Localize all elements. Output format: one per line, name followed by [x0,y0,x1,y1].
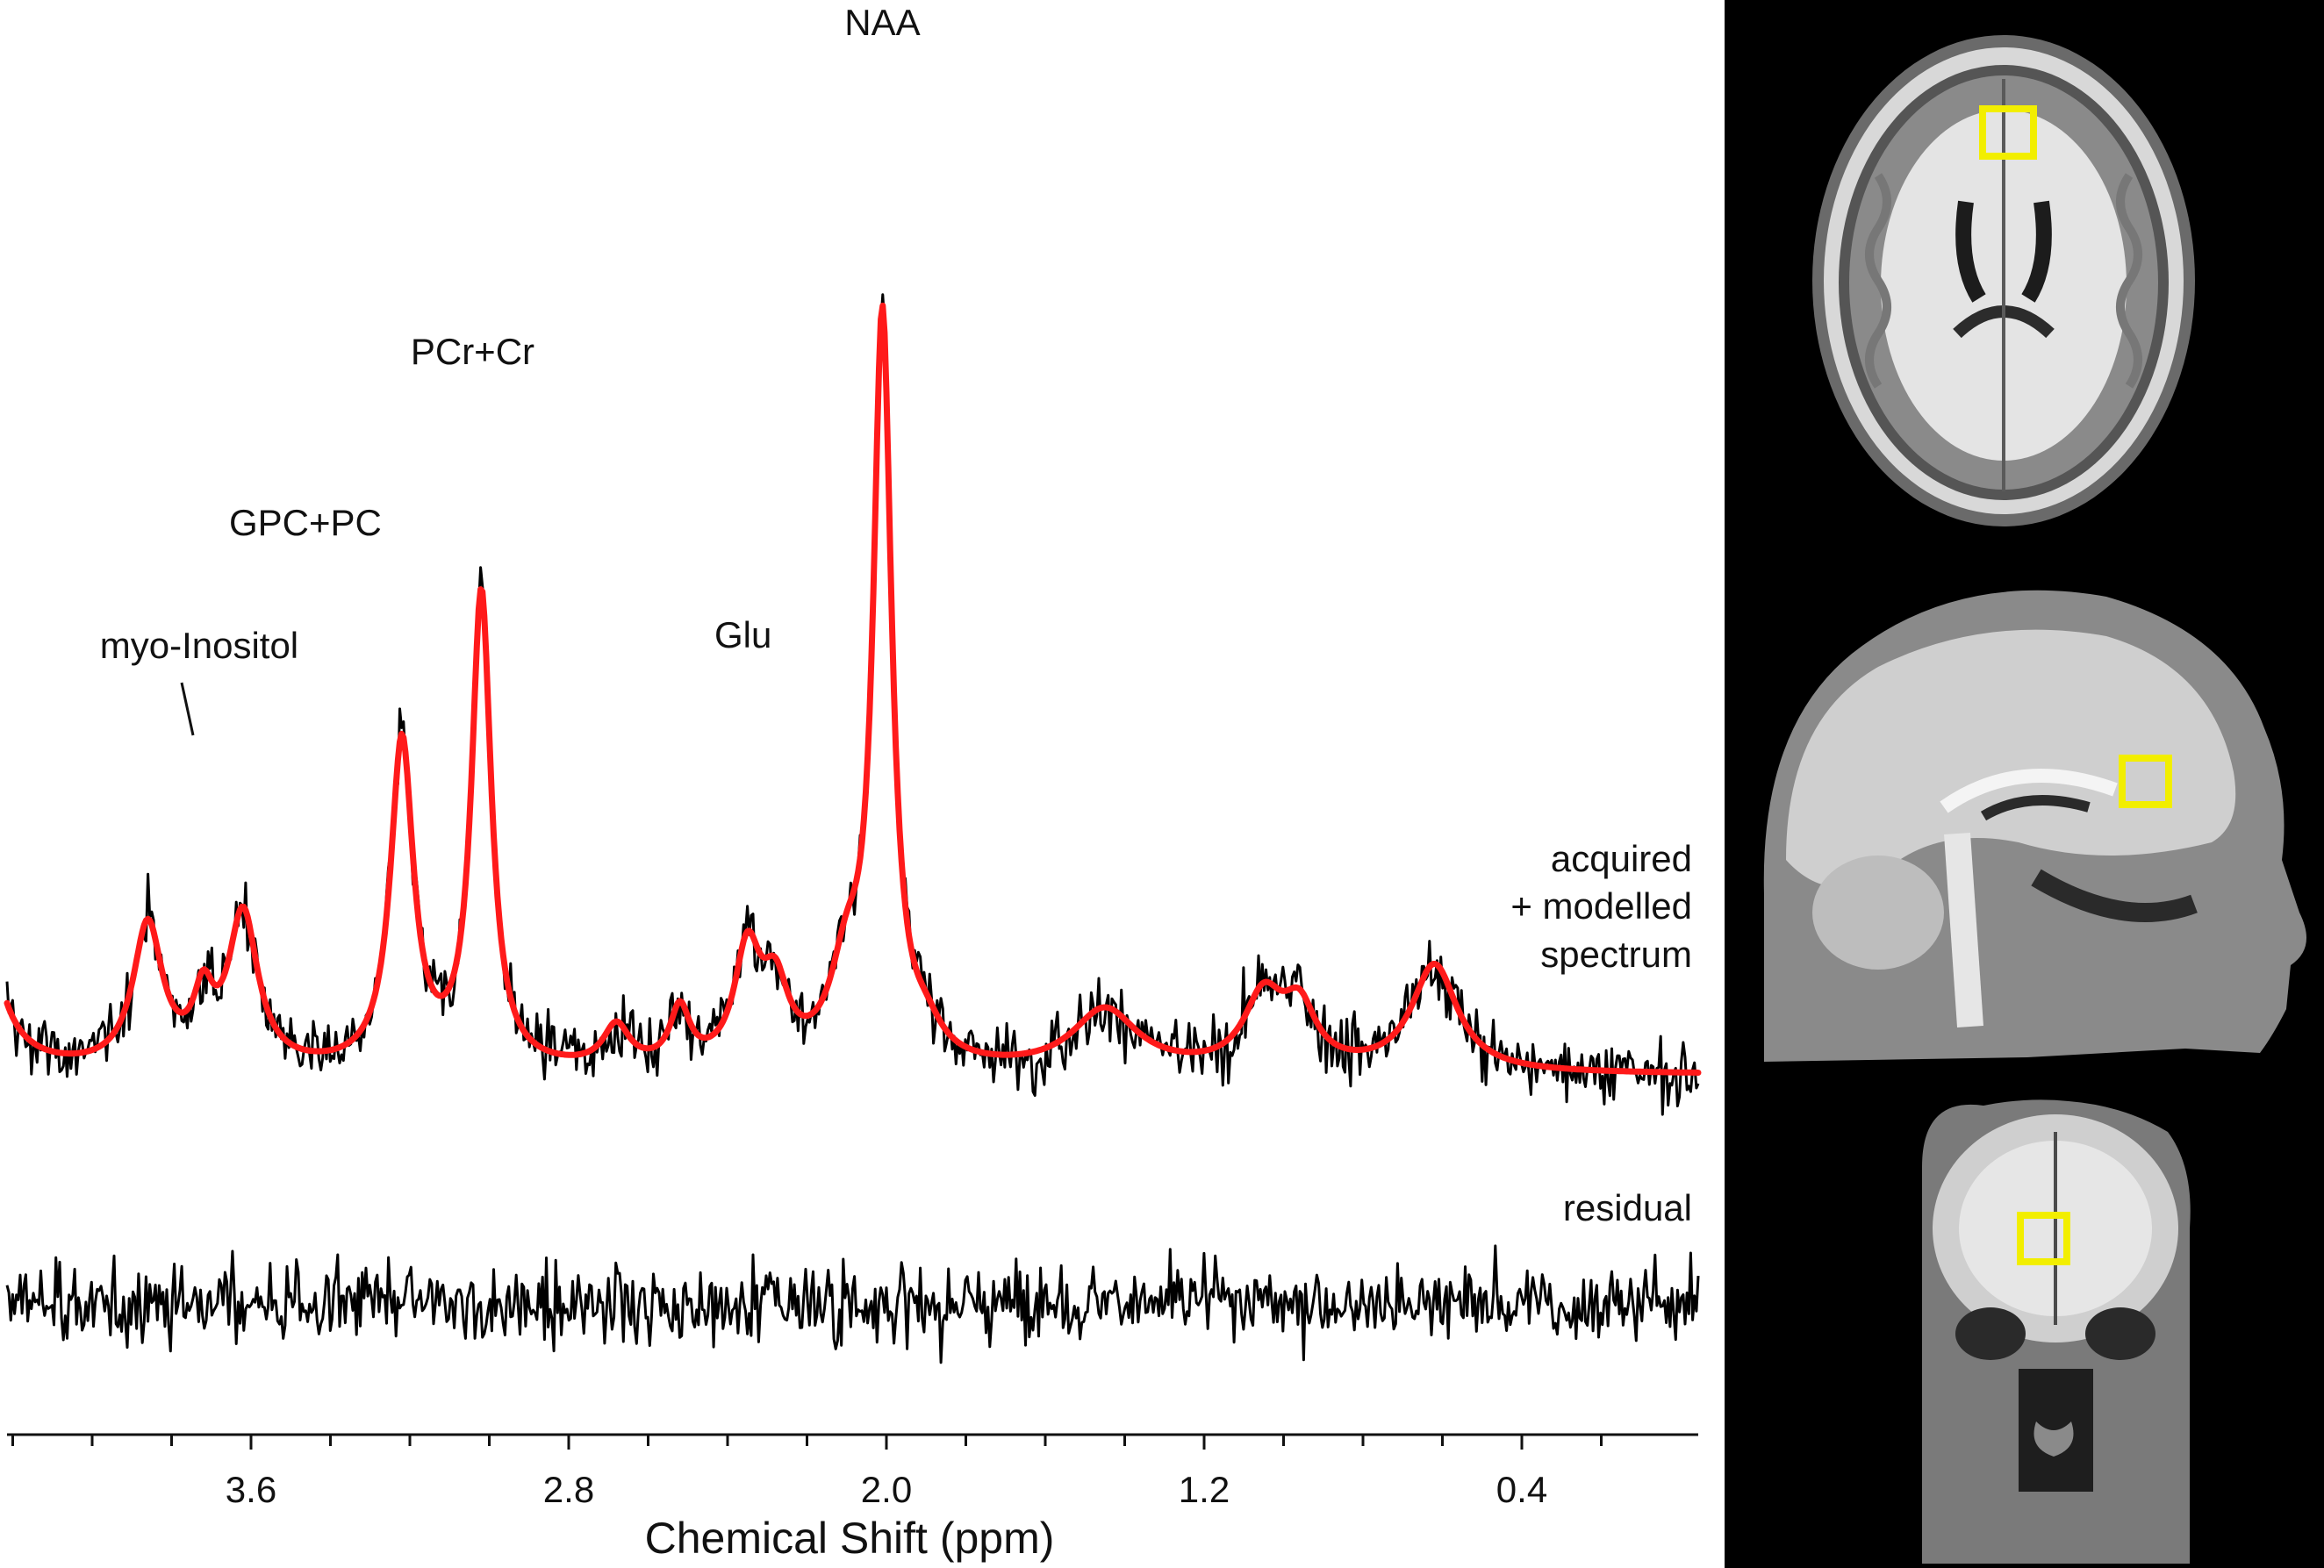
mri-localizer-panel [1725,0,2324,1568]
residual-line [5,1244,1700,1364]
series-label-acquired: acquired [1551,838,1692,879]
x-ticks [11,1435,1603,1450]
x-tick-label: 2.0 [861,1469,912,1510]
x-tick-label: 2.8 [543,1469,594,1510]
myo-inositol-pointer-line [180,682,195,736]
modelled-spectrum-line [4,302,1702,1076]
x-tick-label: 3.6 [226,1469,276,1510]
mri-coronal-view [1922,1099,2191,1564]
x-axis: 3.6 2.8 2.0 1.2 0.4 Chemical Shift (ppm) [7,1433,1698,1563]
x-tick-labels: 3.6 2.8 2.0 1.2 0.4 [226,1469,1547,1510]
series-label-spectrum: spectrum [1540,934,1692,975]
mri-axial-view [1812,35,2195,526]
x-tick-label: 1.2 [1179,1469,1230,1510]
peak-labels: NAA PCr+Cr GPC+PC myo-Inositol Glu [100,2,921,666]
x-axis-title: Chemical Shift (ppm) [645,1514,1055,1563]
series-label-modelled: + modelled [1510,885,1692,927]
peak-label-gpc-pc: GPC+PC [229,502,382,543]
x-tick-label: 0.4 [1496,1469,1547,1510]
peak-label-pcr-cr: PCr+Cr [411,331,534,372]
peak-label-glu: Glu [714,614,771,655]
peak-label-naa: NAA [844,2,920,43]
mri-sagittal-view [1763,590,2306,1062]
voxel-coronal [2017,1212,2070,1265]
series-label-residual: residual [1563,1187,1692,1228]
voxel-axial [1979,105,2037,160]
voxel-sagittal [2119,755,2172,808]
peak-label-myo-inositol: myo-Inositol [100,625,298,666]
